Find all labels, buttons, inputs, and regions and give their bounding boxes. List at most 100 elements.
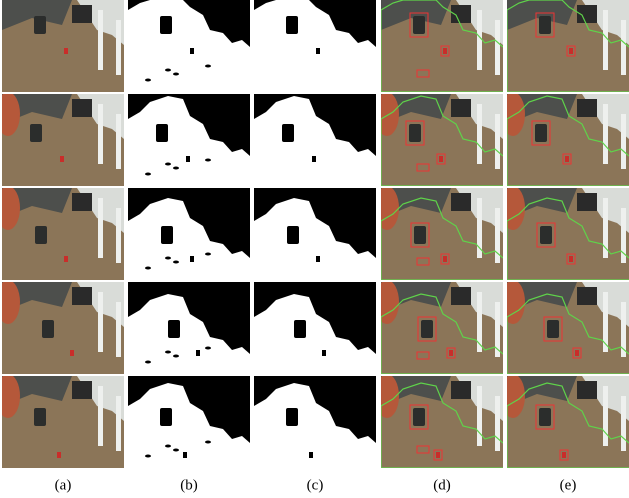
panel-content: [501, 374, 629, 468]
mask-noise: [145, 455, 151, 458]
caption: (b): [180, 477, 198, 493]
panel-content: [375, 186, 503, 280]
panel-content: [501, 186, 629, 280]
image-panel: [254, 94, 376, 186]
image-panel: [507, 0, 629, 92]
hand: [375, 92, 399, 136]
desk-leg: [98, 386, 103, 446]
image-panel: [254, 282, 376, 374]
panel-content: [128, 94, 250, 186]
image-panel: [254, 188, 376, 280]
mask-noise: [165, 69, 171, 72]
hand: [501, 92, 525, 136]
panel-content: [375, 92, 503, 186]
desk-leg: [98, 198, 103, 258]
hand: [501, 186, 525, 230]
image-panel: [375, 186, 503, 280]
desk-leg: [495, 20, 500, 75]
mask-noise: [205, 441, 211, 444]
image-panel: [2, 0, 124, 92]
trash-can: [539, 16, 551, 34]
figure: (a) (b) (c) (d) (e): [0, 0, 629, 498]
desk-leg: [116, 302, 121, 357]
mask-hole: [161, 226, 173, 244]
panel-content: [254, 188, 376, 280]
panel-content: [375, 374, 503, 468]
trash-can: [34, 16, 46, 34]
red-can: [575, 350, 579, 356]
image-panel: [501, 280, 629, 374]
desk-leg: [98, 104, 103, 164]
desk-leg: [603, 10, 608, 70]
panel-content: [0, 186, 124, 280]
mask-noise: [205, 65, 211, 68]
mask-hole: [282, 124, 294, 142]
mask-noise: [165, 445, 171, 448]
panel-content: [254, 0, 376, 92]
desk-leg: [477, 10, 482, 70]
mask-noise: [145, 267, 151, 270]
mask-hole: [316, 256, 320, 262]
mask-noise: [173, 449, 179, 452]
red-can: [562, 452, 566, 458]
desk-leg: [116, 20, 121, 75]
hand: [501, 280, 525, 324]
mask-noise: [173, 355, 179, 358]
caption: (e): [560, 477, 577, 493]
mask-hole: [294, 320, 306, 338]
panel-content: [128, 0, 250, 92]
image-panel: [128, 0, 250, 92]
chair: [577, 99, 597, 117]
desk-leg: [98, 10, 103, 70]
mask-hole: [312, 156, 316, 162]
chair: [451, 287, 471, 305]
panel-content: [375, 280, 503, 374]
mask-noise: [165, 351, 171, 354]
red-can: [569, 256, 573, 262]
image-panel: [0, 186, 124, 280]
panel-content: [507, 0, 629, 92]
panel-content: [381, 0, 503, 92]
desk-leg: [495, 396, 500, 451]
chair: [577, 381, 597, 399]
desk-leg: [477, 386, 482, 446]
desk-leg: [495, 114, 500, 169]
red-can: [439, 156, 443, 162]
hand: [375, 186, 399, 230]
red-can: [70, 350, 74, 356]
chair: [72, 287, 92, 305]
caption: (c): [307, 477, 324, 493]
image-panel: [128, 188, 250, 280]
mask-noise: [205, 347, 211, 350]
red-can: [443, 256, 447, 262]
image-panel: [375, 374, 503, 468]
chair: [451, 381, 471, 399]
desk-leg: [603, 386, 608, 446]
image-panel: [128, 282, 250, 374]
panel-content: [0, 280, 124, 374]
chair: [577, 193, 597, 211]
mask-noise: [145, 79, 151, 82]
chair: [72, 193, 92, 211]
image-panel: [501, 186, 629, 280]
trash-can: [547, 320, 559, 338]
mask-hole: [183, 452, 187, 458]
panel-grid: [0, 0, 629, 468]
panel-content: [0, 92, 124, 186]
trash-can: [413, 408, 425, 426]
caption: (d): [433, 477, 451, 493]
desk-leg: [116, 396, 121, 451]
panel-content: [501, 280, 629, 374]
panel-content: [0, 374, 124, 468]
image-panel: [128, 94, 250, 186]
mask-hole: [156, 124, 168, 142]
image-panel: [128, 376, 250, 468]
mask-hole: [160, 16, 172, 34]
mask-hole: [287, 226, 299, 244]
desk-leg: [98, 292, 103, 352]
mask-hole: [286, 408, 298, 426]
mask-hole: [168, 320, 180, 338]
mask-hole: [186, 156, 190, 162]
chair: [451, 193, 471, 211]
trash-can: [42, 320, 54, 338]
